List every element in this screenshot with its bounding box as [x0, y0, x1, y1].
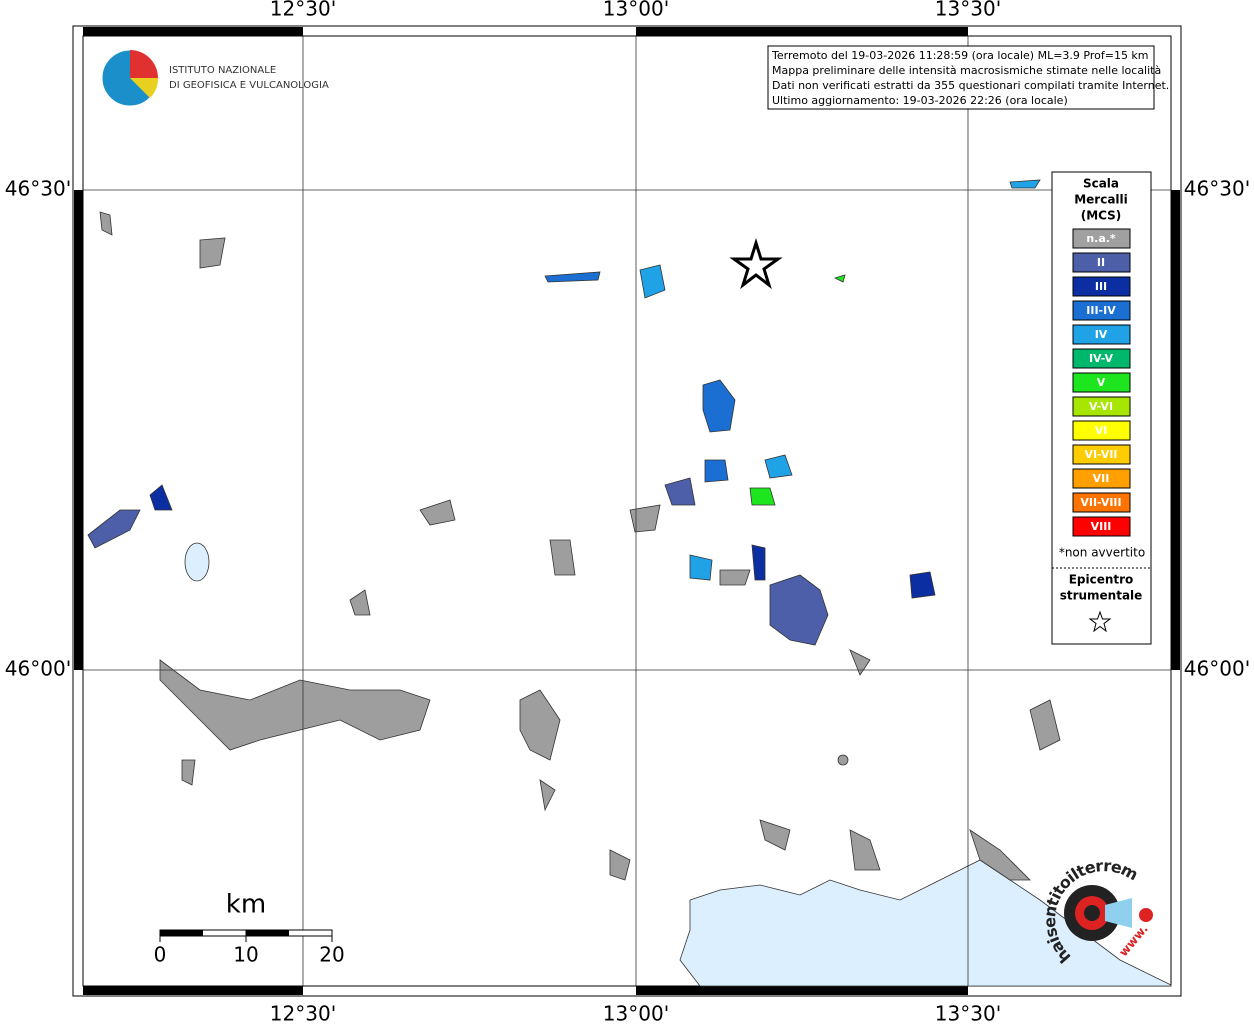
- legend-label: VII: [1093, 472, 1110, 485]
- lake: [184, 542, 210, 582]
- legend-label: n.a.*: [1086, 232, 1116, 245]
- epicenter-star: [729, 237, 783, 290]
- legend-swatch: [1072, 324, 1131, 345]
- lat-label: 46°30': [5, 177, 71, 201]
- info-box: [767, 45, 1155, 110]
- legend-star: [1088, 610, 1112, 633]
- graticule-labels: 12°30' 12°30' 13°00' 13°00' 13°30' 13°30' 46°3…: [5, 0, 1250, 1024]
- legend-label: III: [1095, 280, 1107, 293]
- lon-label: 13°30': [935, 1002, 1001, 1024]
- legend-swatch: [1072, 348, 1131, 369]
- ingv-name: ISTITUTO NAZIONALE: [169, 65, 276, 76]
- graticule-lines: [83, 36, 1171, 986]
- lon-label: 13°30': [935, 0, 1001, 21]
- legend-epicenter: strumentale: [1060, 589, 1143, 603]
- border-ticks: [74, 27, 1180, 995]
- info-line: Terremoto del 19-03-2026 11:28:59 (ora l…: [771, 49, 1149, 62]
- lat-label: 46°30': [1184, 177, 1250, 201]
- lon-label: 13°00': [603, 1002, 669, 1024]
- legend-label: II: [1097, 256, 1105, 269]
- legend-swatch: [1072, 276, 1131, 297]
- legend-note: *non avvertito: [1059, 546, 1145, 560]
- legend-title: (MCS): [1081, 209, 1122, 223]
- legend-label: V: [1097, 376, 1106, 389]
- legend-swatch: [1072, 492, 1131, 513]
- lat-label: 46°00': [5, 657, 71, 681]
- legend-label: V-VI: [1089, 400, 1113, 413]
- legend-swatch: [1072, 444, 1131, 465]
- lat-label: 46°00': [1184, 657, 1250, 681]
- info-line: Mappa preliminare delle intensità macros…: [772, 64, 1161, 77]
- legend-label: VI: [1095, 424, 1108, 437]
- legend-label: VII-VIII: [1080, 496, 1121, 509]
- legend-title: Mercalli: [1074, 193, 1128, 207]
- scale-bar: km 0 10 20: [154, 890, 345, 967]
- legend-swatch: [1072, 468, 1131, 489]
- legend-swatch: [1072, 252, 1131, 273]
- legend-swatch: [1072, 420, 1131, 441]
- legend-label: III-IV: [1086, 304, 1116, 317]
- legend-label: VIII: [1091, 520, 1112, 533]
- legend-swatch: [1072, 516, 1131, 537]
- info-line: Dati non verificati estratti da 355 ques…: [772, 79, 1169, 92]
- map-area: [82, 35, 1172, 987]
- ingv-name: DI GEOFISICA E VULCANOLOGIA: [169, 80, 329, 91]
- info-line: Ultimo aggiornamento: 19-03-2026 22:26 (…: [772, 94, 1068, 107]
- scale-label: 10: [233, 943, 258, 967]
- legend-epicenter: Epicentro: [1069, 573, 1134, 587]
- legend-label: IV: [1095, 328, 1108, 341]
- legend-title: Scala: [1083, 177, 1119, 191]
- legend-label: VI-VII: [1084, 448, 1117, 461]
- municipalities: [87, 179, 1061, 881]
- lon-label: 12°30': [270, 0, 336, 21]
- legend: ScalaMercalli(MCS)n.a.*IIIIIIII-IVIVIV-V…: [1059, 177, 1145, 603]
- scale-unit: km: [226, 890, 266, 920]
- ingv-logo: ISTITUTO NAZIONALE DI GEOFISICA E VULCAN…: [101, 49, 329, 107]
- lon-label: 13°00': [603, 0, 669, 21]
- legend-swatch: [1072, 396, 1131, 417]
- scale-label: 20: [319, 943, 344, 967]
- scale-label: 0: [154, 943, 167, 967]
- legend-swatch: [1072, 228, 1131, 249]
- legend-swatch: [1072, 300, 1131, 321]
- legend-label: IV-V: [1089, 352, 1114, 365]
- info-lines: Terremoto del 19-03-2026 11:28:59 (ora l…: [771, 49, 1169, 107]
- legend-swatch: [1072, 372, 1131, 393]
- lon-label: 12°30': [270, 1002, 336, 1024]
